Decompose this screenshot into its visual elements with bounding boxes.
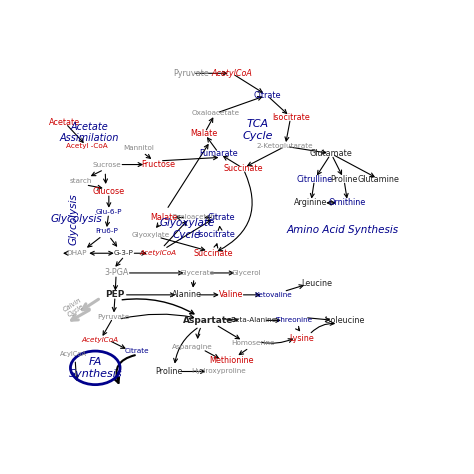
Text: Oxaloacetate: Oxaloacetate: [171, 214, 218, 220]
Text: Succinate: Succinate: [223, 164, 263, 173]
Text: AcetylCoA: AcetylCoA: [211, 69, 252, 78]
Text: Citrulline: Citrulline: [297, 174, 333, 183]
Text: Succinate: Succinate: [194, 249, 233, 258]
Text: PEP: PEP: [105, 291, 125, 300]
Text: Fumarate: Fumarate: [200, 149, 238, 158]
Text: 2-Ketoglutarate: 2-Ketoglutarate: [257, 143, 313, 149]
Text: Methionine: Methionine: [209, 356, 254, 365]
Text: Mannitol: Mannitol: [123, 145, 154, 151]
Text: Citrate: Citrate: [207, 213, 235, 222]
Text: Acetyl -CoA: Acetyl -CoA: [66, 143, 108, 149]
Text: Beta-Alanine: Beta-Alanine: [230, 318, 276, 323]
Text: Glyoxylate: Glyoxylate: [131, 232, 170, 238]
Text: Fru6-P: Fru6-P: [95, 228, 118, 234]
Text: AcylCoA: AcylCoA: [60, 351, 87, 357]
Text: Citrate: Citrate: [253, 91, 281, 100]
Text: Valine: Valine: [219, 291, 243, 300]
Text: Glucose: Glucose: [93, 187, 125, 196]
Text: starch: starch: [70, 178, 92, 184]
Text: Pyruvate: Pyruvate: [173, 69, 210, 78]
Text: Ketovaline: Ketovaline: [254, 292, 292, 298]
Text: Threonine: Threonine: [276, 318, 312, 323]
Text: Glyoxylate
Cycle: Glyoxylate Cycle: [159, 219, 215, 240]
Text: Sucrose: Sucrose: [92, 162, 121, 167]
Text: Citrate: Citrate: [125, 348, 149, 354]
Text: Aspartate: Aspartate: [183, 316, 233, 325]
Text: Glutamate: Glutamate: [310, 149, 353, 158]
Text: Isoleucine: Isoleucine: [324, 316, 364, 325]
Text: Oxaloacetate: Oxaloacetate: [191, 110, 239, 117]
Text: Proline: Proline: [155, 367, 182, 376]
Text: Calvin
Cycle: Calvin Cycle: [62, 297, 86, 319]
Text: Acetate
Assimilation: Acetate Assimilation: [60, 122, 119, 143]
Text: Pyruvate: Pyruvate: [98, 314, 130, 320]
Text: Homoserine: Homoserine: [231, 340, 275, 346]
Text: Asparagine: Asparagine: [172, 344, 213, 350]
Text: Isocitrate: Isocitrate: [272, 113, 310, 122]
Text: DHAP: DHAP: [67, 250, 87, 256]
Text: Acetate: Acetate: [49, 118, 80, 127]
Text: TCA
Cycle: TCA Cycle: [242, 119, 273, 141]
Text: Malate: Malate: [150, 213, 178, 222]
Text: Glycerol: Glycerol: [232, 270, 262, 276]
Text: Ornithine: Ornithine: [329, 199, 366, 207]
Text: Glycolysis: Glycolysis: [69, 193, 79, 245]
Text: Alanine: Alanine: [172, 291, 202, 300]
Text: Glutamine: Glutamine: [358, 174, 400, 183]
Text: Proline: Proline: [330, 174, 358, 183]
Text: 3-PGA: 3-PGA: [104, 268, 128, 277]
Text: Lysine: Lysine: [289, 334, 314, 343]
Text: Hydroxyproline: Hydroxyproline: [191, 368, 246, 374]
Text: G-3-P: G-3-P: [114, 250, 134, 256]
Text: Glycerate: Glycerate: [180, 270, 215, 276]
Text: Glycolysis: Glycolysis: [51, 214, 103, 224]
Text: Malate: Malate: [191, 129, 218, 138]
Text: Fructose: Fructose: [141, 160, 175, 169]
Text: Arginine: Arginine: [294, 199, 328, 207]
Text: Leucine: Leucine: [301, 279, 332, 288]
Text: Glu-6-P: Glu-6-P: [96, 209, 122, 215]
Text: Amino Acid Synthesis: Amino Acid Synthesis: [286, 225, 398, 235]
Text: FA
Synthesis: FA Synthesis: [68, 357, 122, 379]
Text: Isocitrate: Isocitrate: [198, 230, 236, 239]
Text: AcetylCoA: AcetylCoA: [82, 337, 119, 343]
Text: AcetylCoA: AcetylCoA: [139, 250, 176, 256]
